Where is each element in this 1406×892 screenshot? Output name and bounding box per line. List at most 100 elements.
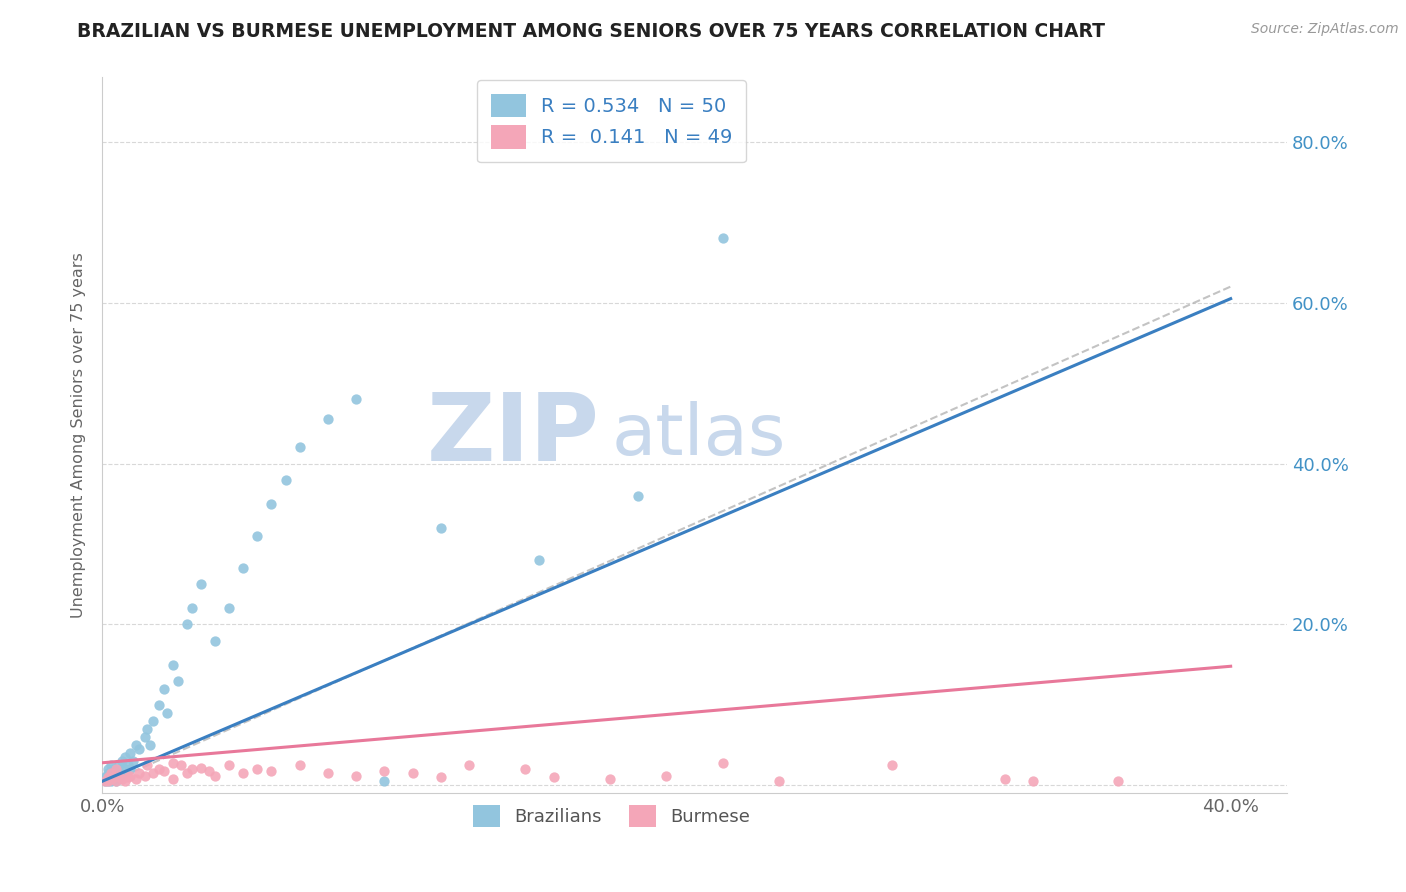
Point	[711, 231, 734, 245]
Point	[232, 766, 254, 780]
Point	[148, 762, 170, 776]
Point	[100, 772, 122, 786]
Point	[274, 473, 297, 487]
Point	[316, 766, 339, 780]
Point	[142, 714, 165, 728]
Point	[111, 772, 134, 786]
Point	[100, 766, 122, 780]
Point	[94, 770, 117, 784]
Point	[103, 772, 125, 786]
Point	[190, 577, 212, 591]
Point	[94, 774, 117, 789]
Point	[458, 758, 481, 772]
Point	[153, 681, 176, 696]
Text: BRAZILIAN VS BURMESE UNEMPLOYMENT AMONG SENIORS OVER 75 YEARS CORRELATION CHART: BRAZILIAN VS BURMESE UNEMPLOYMENT AMONG …	[77, 22, 1105, 41]
Point	[103, 762, 125, 776]
Point	[711, 756, 734, 770]
Point	[181, 601, 204, 615]
Point	[162, 657, 184, 672]
Point	[128, 766, 150, 780]
Point	[599, 772, 621, 786]
Point	[94, 774, 117, 789]
Point	[125, 738, 148, 752]
Point	[97, 770, 120, 784]
Point	[120, 769, 142, 783]
Point	[100, 774, 122, 789]
Point	[117, 758, 139, 772]
Point	[288, 441, 311, 455]
Point	[162, 756, 184, 770]
Point	[97, 774, 120, 789]
Point	[111, 766, 134, 780]
Point	[105, 766, 128, 780]
Point	[114, 774, 136, 789]
Point	[114, 750, 136, 764]
Point	[373, 774, 395, 789]
Point	[204, 769, 226, 783]
Point	[316, 412, 339, 426]
Point	[108, 770, 131, 784]
Point	[429, 521, 451, 535]
Point	[111, 754, 134, 768]
Point	[246, 529, 269, 543]
Text: ZIP: ZIP	[427, 390, 600, 482]
Point	[117, 770, 139, 784]
Point	[136, 722, 159, 736]
Legend: Brazilians, Burmese: Brazilians, Burmese	[465, 798, 758, 834]
Text: Source: ZipAtlas.com: Source: ZipAtlas.com	[1251, 22, 1399, 37]
Point	[97, 762, 120, 776]
Point	[204, 633, 226, 648]
Point	[162, 772, 184, 786]
Point	[882, 758, 904, 772]
Point	[1022, 774, 1045, 789]
Point	[655, 769, 678, 783]
Y-axis label: Unemployment Among Seniors over 75 years: Unemployment Among Seniors over 75 years	[72, 252, 86, 618]
Point	[260, 497, 283, 511]
Point	[114, 762, 136, 776]
Point	[288, 758, 311, 772]
Point	[100, 758, 122, 772]
Point	[142, 766, 165, 780]
Point	[344, 769, 367, 783]
Point	[176, 766, 198, 780]
Point	[153, 764, 176, 778]
Point	[120, 746, 142, 760]
Point	[103, 770, 125, 784]
Point	[100, 770, 122, 784]
Point	[167, 673, 190, 688]
Point	[232, 561, 254, 575]
Point	[108, 758, 131, 772]
Point	[1107, 774, 1129, 789]
Point	[260, 764, 283, 778]
Point	[176, 617, 198, 632]
Point	[122, 754, 145, 768]
Point	[105, 774, 128, 789]
Point	[105, 762, 128, 776]
Point	[120, 762, 142, 776]
Point	[105, 774, 128, 789]
Point	[134, 769, 156, 783]
Point	[128, 742, 150, 756]
Point	[139, 738, 162, 752]
Point	[97, 766, 120, 780]
Point	[125, 772, 148, 786]
Point	[429, 770, 451, 784]
Point	[373, 764, 395, 778]
Point	[529, 553, 551, 567]
Point	[156, 706, 179, 720]
Point	[198, 764, 221, 778]
Point	[344, 392, 367, 407]
Point	[136, 758, 159, 772]
Point	[515, 762, 537, 776]
Point	[134, 730, 156, 744]
Point	[246, 762, 269, 776]
Point	[768, 774, 790, 789]
Point	[994, 772, 1017, 786]
Point	[148, 698, 170, 712]
Point	[218, 601, 240, 615]
Point	[170, 758, 193, 772]
Point	[108, 770, 131, 784]
Point	[181, 762, 204, 776]
Point	[218, 758, 240, 772]
Point	[627, 489, 650, 503]
